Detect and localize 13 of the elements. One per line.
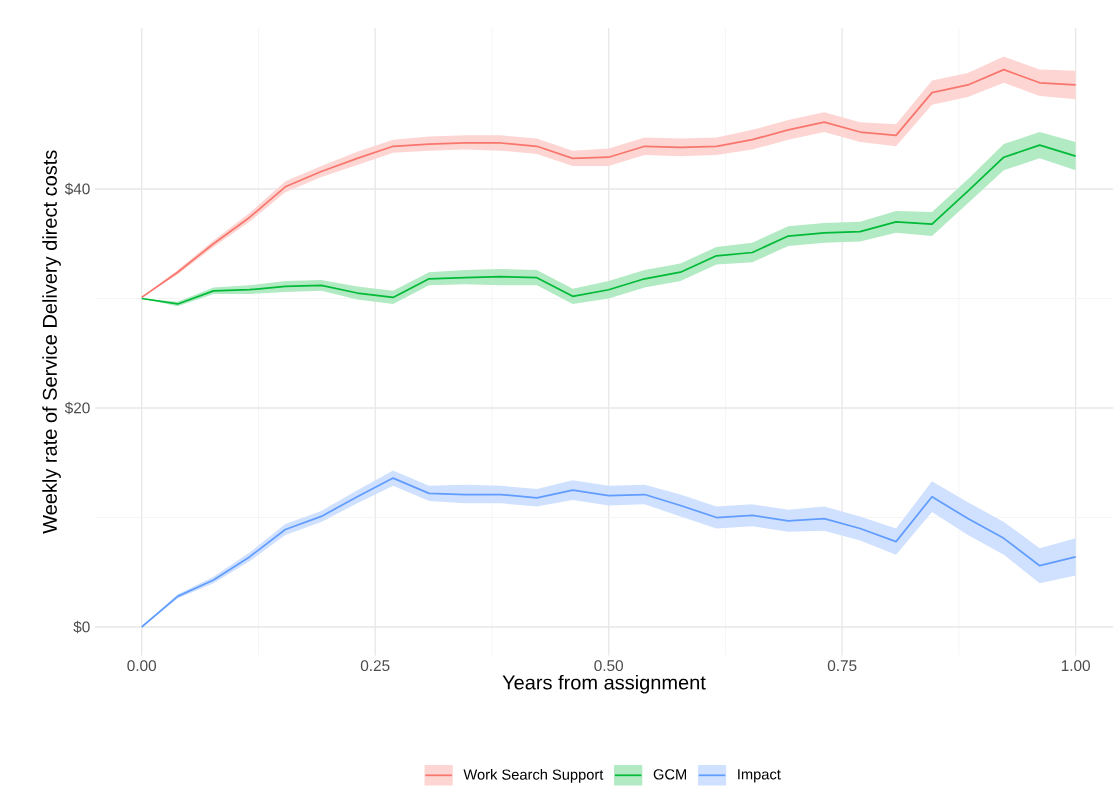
y-tick-label: $20 xyxy=(64,401,90,415)
legend-label: GCM xyxy=(653,769,686,780)
x-tick-label: 0.25 xyxy=(360,660,390,672)
y-axis-title: Weekly rate of Service Delivery direct costs xyxy=(42,150,61,534)
y-tick-label: $40 xyxy=(64,182,90,196)
legend-label: Work Search Support xyxy=(463,768,604,783)
y-tick-label: $0 xyxy=(73,620,90,634)
x-tick-label: 0.00 xyxy=(127,660,157,672)
x-tick-label: 0.75 xyxy=(827,660,857,672)
x-axis-title: Years from assignment xyxy=(502,674,706,694)
x-tick-label: 0.50 xyxy=(594,660,623,672)
x-tick-label: 1.00 xyxy=(1061,660,1090,672)
legend-label: Impact xyxy=(738,769,781,783)
